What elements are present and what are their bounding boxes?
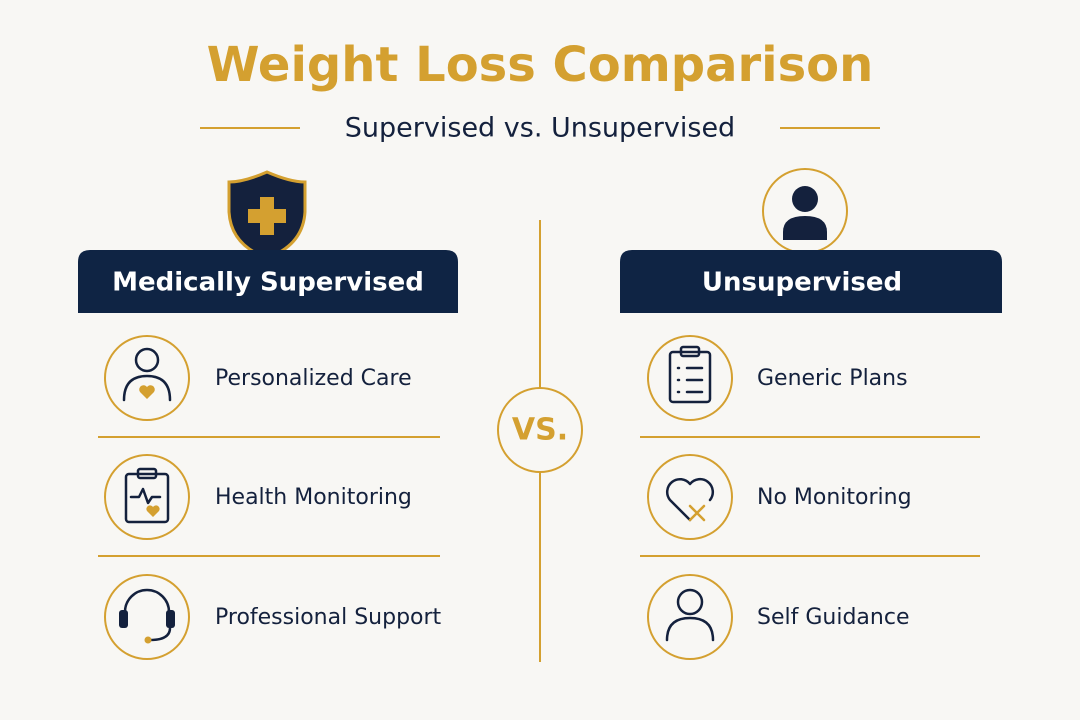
icon-shape [119, 610, 128, 628]
icon-shape [668, 350, 712, 404]
person-outline-icon [665, 588, 715, 642]
clipboard-list-icon [668, 345, 712, 404]
vs-circle [497, 387, 583, 473]
cross [248, 197, 286, 235]
icon-shape [676, 588, 704, 616]
item-icon-circle [104, 335, 190, 421]
icon-shape [124, 472, 170, 524]
item-label: No Monitoring [757, 485, 912, 510]
item-label: Professional Support [215, 605, 442, 630]
heart-x-icon [665, 477, 715, 522]
item-label: Self Guidance [757, 605, 909, 630]
item-icon-circle [104, 454, 190, 540]
person-body [783, 216, 827, 240]
headset-icon [119, 588, 175, 644]
item-label: Personalized Care [215, 366, 412, 391]
icon-shape [688, 504, 706, 522]
icon-shape [144, 636, 152, 644]
icon-shape [665, 616, 715, 642]
icon-shape [122, 374, 172, 402]
item-icon-circle [647, 574, 733, 660]
icon-shape [129, 487, 162, 505]
item-icon-circle [647, 335, 733, 421]
icon-shape [166, 610, 175, 628]
icon-shape [665, 477, 715, 522]
icon-shape [139, 385, 155, 399]
icon-shape [146, 505, 160, 517]
column-header [78, 250, 458, 313]
icon-shape [148, 626, 172, 642]
title: Weight Loss Comparison [207, 37, 874, 93]
person-head [792, 186, 818, 212]
icon-shape [123, 588, 171, 620]
item-label: Health Monitoring [215, 485, 412, 510]
icon-shape [134, 347, 160, 373]
person-heart-icon [122, 347, 172, 402]
item-icon-circle [647, 454, 733, 540]
subtitle: Supervised vs. Unsupervised [345, 113, 735, 144]
column-title: Medically Supervised [112, 268, 424, 298]
clipboard-pulse-icon [124, 467, 170, 524]
column-header [620, 250, 1002, 313]
icon-shape [136, 467, 158, 480]
icon-shape [679, 345, 701, 358]
vs-label: VS. [512, 413, 568, 448]
icon-shape [676, 366, 704, 394]
column-title: Unsupervised [702, 268, 902, 298]
item-icon-circle [104, 574, 190, 660]
item-label: Generic Plans [757, 366, 908, 391]
